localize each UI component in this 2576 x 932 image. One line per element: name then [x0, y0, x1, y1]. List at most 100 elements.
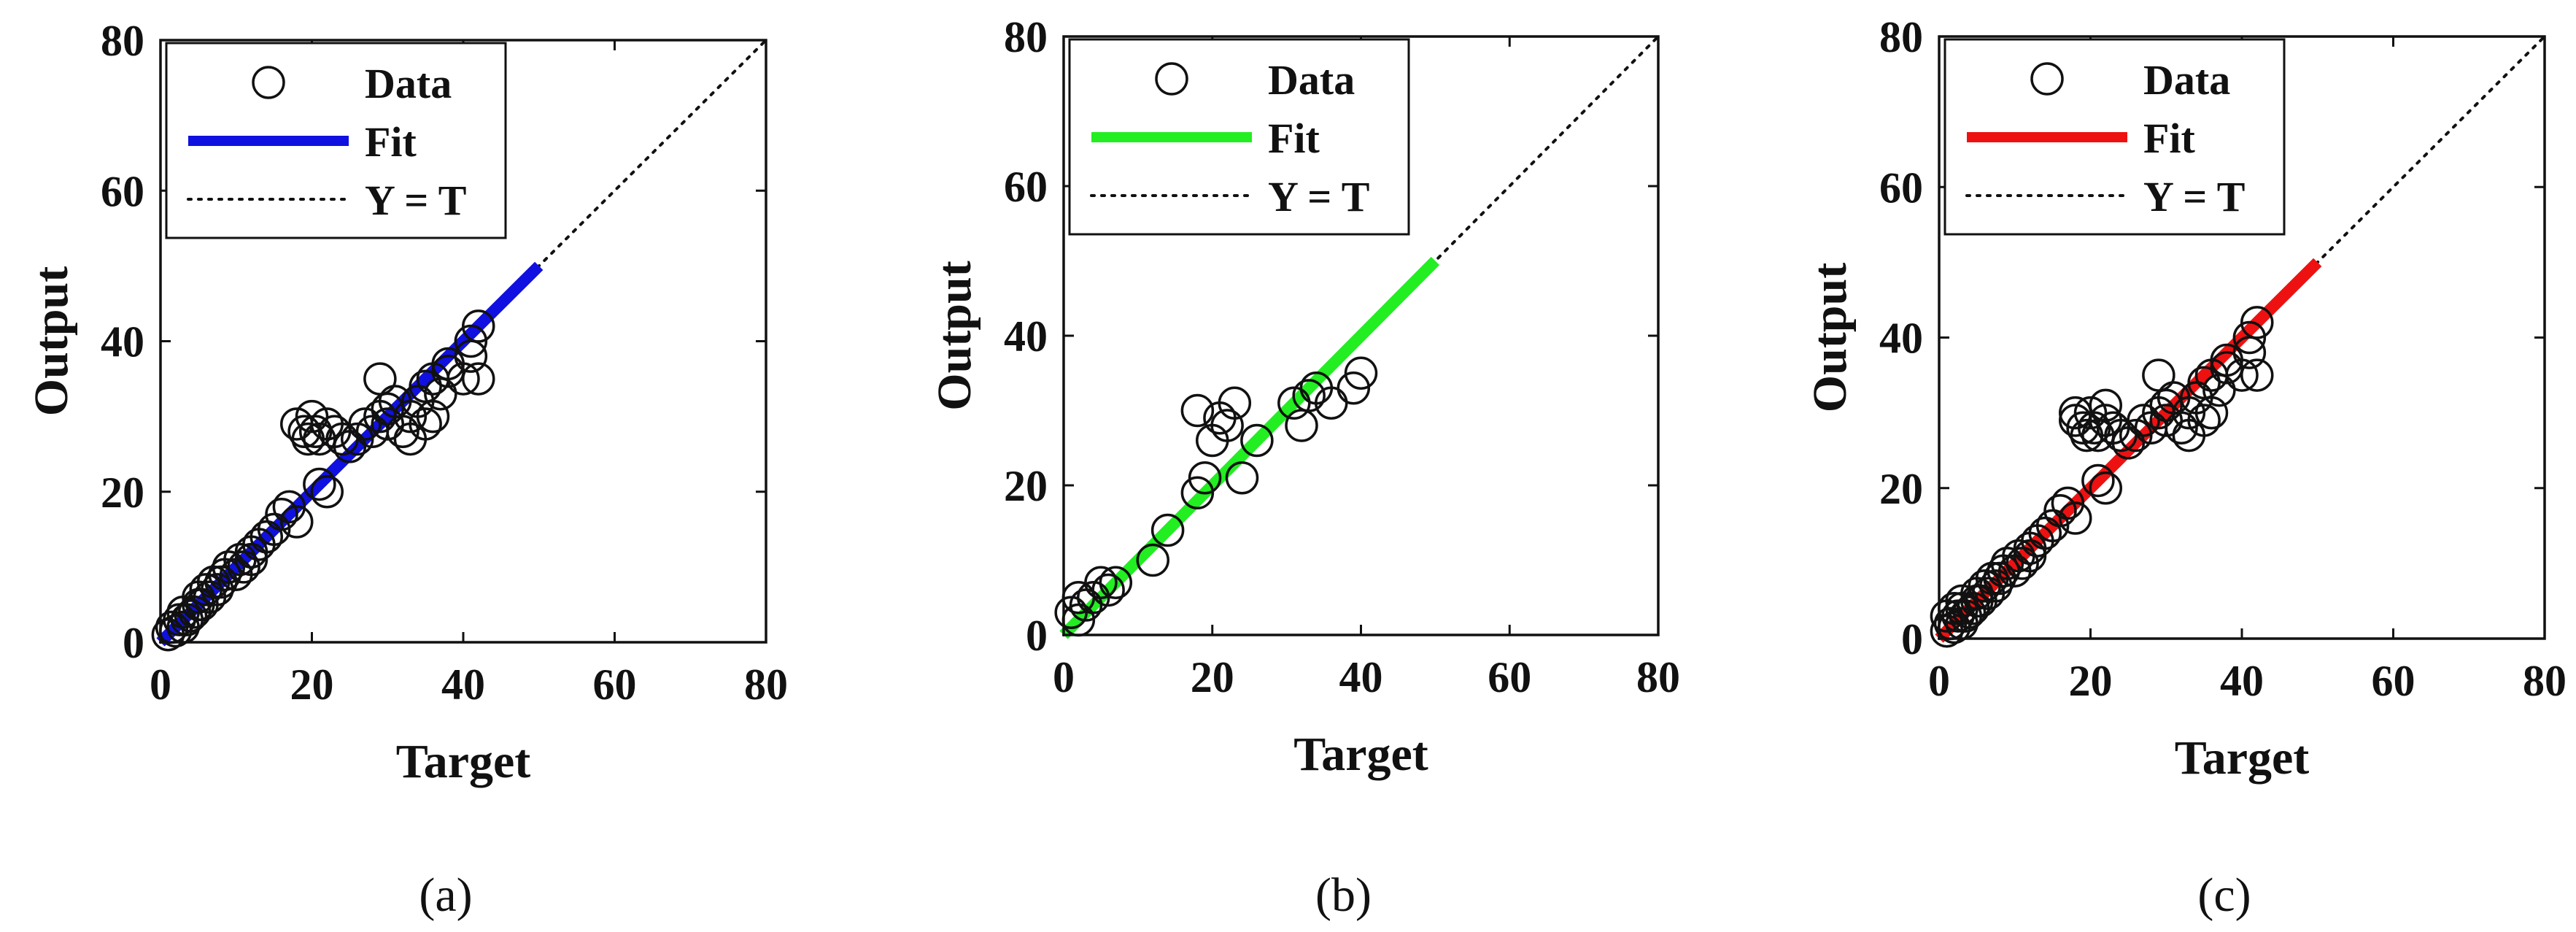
data-point — [1945, 584, 1979, 618]
subfigure-caption: (b) — [1315, 869, 1372, 922]
data-point — [2104, 418, 2138, 452]
data-point — [2172, 396, 2206, 430]
data-point — [2073, 396, 2108, 430]
data-point — [1285, 409, 1318, 442]
y-tick-label: 60 — [101, 167, 144, 215]
data-point — [1990, 547, 2024, 580]
data-point — [265, 497, 298, 531]
x-tick-label: 80 — [1636, 653, 1680, 701]
y-axis-title: Output — [25, 266, 78, 416]
x-tick-label: 20 — [290, 661, 334, 709]
x-axis-title: Target — [2175, 731, 2310, 785]
data-point — [424, 377, 457, 411]
legend-entry: Data — [1268, 56, 1355, 104]
y-tick-label: 20 — [101, 469, 144, 517]
legend-entry: Fit — [1268, 115, 1320, 162]
x-axis-title: Target — [396, 735, 531, 788]
data-point — [1188, 461, 1222, 495]
data-point — [1225, 461, 1259, 495]
data-point — [1150, 513, 1185, 547]
data-point — [1210, 409, 1244, 442]
data-point — [409, 407, 442, 441]
data-point — [371, 392, 404, 426]
y-tick-label: 40 — [101, 318, 144, 366]
y-tick-label: 60 — [1879, 163, 1923, 212]
data-point — [2006, 547, 2039, 580]
data-point — [371, 407, 404, 441]
data-point — [2149, 404, 2183, 437]
x-tick-label: 0 — [1053, 653, 1075, 701]
data-point — [303, 467, 336, 501]
y-tick-label: 0 — [123, 619, 144, 667]
data-point — [272, 490, 306, 524]
legend-entry: Y = T — [365, 177, 466, 224]
x-tick-label: 20 — [1191, 653, 1234, 701]
data-point — [348, 407, 382, 441]
data-point — [333, 430, 367, 463]
data-point — [2059, 501, 2092, 535]
data-point — [280, 505, 314, 539]
data-point — [2240, 306, 2274, 339]
data-point — [174, 599, 208, 633]
data-point — [454, 324, 488, 358]
data-point — [446, 362, 480, 396]
data-point — [1180, 393, 1215, 428]
data-point — [2051, 486, 2085, 520]
y-tick-label: 80 — [101, 17, 144, 65]
data-point — [2142, 358, 2175, 392]
data-point — [2187, 366, 2221, 400]
data-point — [2035, 509, 2070, 543]
data-point — [431, 355, 465, 388]
x-axis-title: Target — [1293, 728, 1428, 781]
y-axis-title: Output — [928, 261, 981, 410]
data-point — [2232, 336, 2267, 369]
data-point — [341, 422, 374, 456]
data-point — [1292, 379, 1326, 412]
y-tick-label: 0 — [1901, 615, 1923, 663]
legend-entry: Y = T — [2143, 173, 2245, 220]
y-tick-label: 40 — [1004, 312, 1048, 361]
data-point — [234, 542, 268, 577]
data-point — [1099, 566, 1133, 599]
data-point — [1344, 356, 1378, 390]
x-tick-label: 60 — [2372, 657, 2416, 705]
data-point — [212, 550, 246, 584]
data-point — [257, 512, 291, 547]
x-tick-label: 40 — [441, 661, 485, 709]
data-point — [462, 309, 495, 343]
y-tick-label: 0 — [1026, 612, 1048, 660]
data-point — [2043, 493, 2077, 528]
data-point — [2119, 418, 2153, 452]
legend-entry: Data — [365, 60, 452, 107]
data-point — [2225, 358, 2259, 392]
data-point — [2232, 320, 2267, 355]
data-point — [2111, 426, 2146, 460]
data-point — [1180, 476, 1215, 509]
data-point — [386, 415, 419, 448]
data-point — [298, 415, 333, 448]
data-point — [2202, 373, 2236, 407]
data-point — [1240, 423, 1274, 458]
y-tick-label: 80 — [1879, 13, 1923, 61]
data-point — [2127, 404, 2160, 437]
y-tick-label: 20 — [1879, 465, 1923, 513]
fit-line — [1935, 258, 2322, 643]
data-point — [295, 399, 329, 434]
legend-marker-data — [1155, 62, 1188, 96]
y-axis-title: Output — [1803, 263, 1857, 412]
data-point — [325, 422, 359, 456]
chart-panel-a: 0 20 40 60 80 0 20 40 60 80 Target Output Data Fit Y =… — [25, 17, 788, 922]
legend-entry: Fit — [365, 118, 417, 166]
legend-entry: Data — [2143, 56, 2230, 104]
data-point — [250, 520, 283, 554]
data-point — [363, 362, 397, 396]
data-point — [393, 399, 428, 434]
data-point — [2059, 396, 2092, 430]
chart-panel-c: 0 20 40 60 80 0 20 40 60 80 Target Output Data Fit Y =… — [1803, 13, 2567, 922]
legend-marker-data — [252, 66, 285, 99]
y-tick-label: 40 — [1879, 315, 1923, 363]
data-point — [1952, 596, 1987, 629]
x-tick-label: 60 — [1488, 653, 1531, 701]
legend-entry: Fit — [2143, 115, 2196, 162]
